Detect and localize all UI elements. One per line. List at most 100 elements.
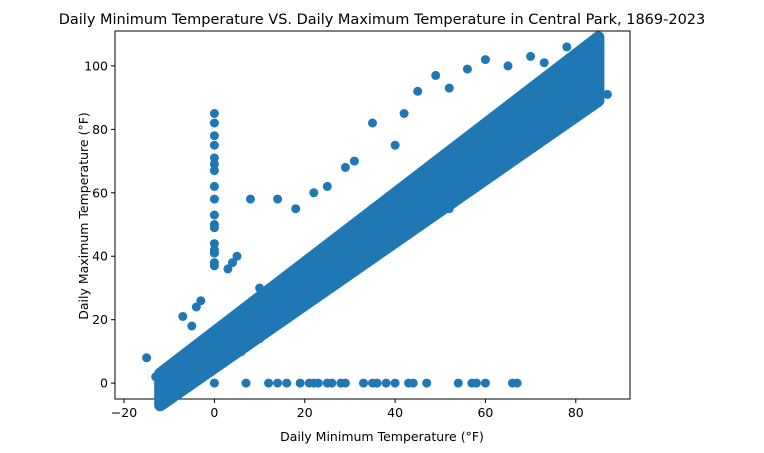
data-points xyxy=(142,42,612,388)
data-point xyxy=(431,70,441,80)
data-point xyxy=(336,270,346,280)
data-point xyxy=(295,378,305,388)
data-point xyxy=(273,194,283,204)
data-point xyxy=(209,194,219,204)
data-point xyxy=(218,353,228,363)
data-point xyxy=(182,353,192,363)
data-point xyxy=(444,204,454,214)
data-point xyxy=(209,153,219,163)
data-point xyxy=(232,251,242,261)
y-tick-label: 40 xyxy=(92,249,108,264)
x-tick-label: 20 xyxy=(297,405,313,420)
data-point xyxy=(255,334,265,344)
data-point xyxy=(209,248,219,258)
data-point xyxy=(223,264,233,274)
plot-area xyxy=(114,30,631,412)
data-point xyxy=(503,61,513,71)
data-point xyxy=(349,156,359,166)
data-point xyxy=(196,296,206,306)
data-point xyxy=(182,365,192,375)
data-point xyxy=(309,188,319,198)
data-point xyxy=(178,312,188,321)
data-point xyxy=(282,378,292,388)
data-point xyxy=(381,378,391,388)
y-axis-label: Daily Maximum Temperature (°F) xyxy=(76,112,91,320)
plot-frame xyxy=(114,30,631,400)
data-point xyxy=(480,55,490,65)
data-point xyxy=(322,181,332,191)
data-point xyxy=(309,293,319,302)
data-point xyxy=(255,283,265,293)
data-point xyxy=(422,378,432,388)
data-point xyxy=(390,378,400,388)
data-point xyxy=(191,302,201,312)
x-tick-label: 0 xyxy=(210,405,218,420)
data-point xyxy=(182,359,192,369)
data-point xyxy=(413,86,423,96)
x-tick-label: 40 xyxy=(387,405,403,420)
data-point xyxy=(209,131,219,141)
x-axis-label: Daily Minimum Temperature (°F) xyxy=(280,429,484,444)
data-point xyxy=(571,48,581,58)
dense-point-band xyxy=(154,31,605,412)
data-point xyxy=(539,58,549,68)
data-point xyxy=(480,378,490,388)
y-tick-label: 60 xyxy=(92,185,108,200)
data-point xyxy=(548,118,558,128)
data-point xyxy=(209,181,219,191)
data-point xyxy=(340,378,350,388)
data-point xyxy=(228,258,237,268)
data-point xyxy=(526,51,536,61)
data-point xyxy=(264,378,274,388)
data-point xyxy=(246,194,255,204)
data-point xyxy=(209,261,219,271)
data-point xyxy=(512,378,522,388)
data-point xyxy=(187,321,197,331)
data-point xyxy=(462,64,472,74)
x-tick-label: 80 xyxy=(568,405,584,420)
data-point xyxy=(282,312,292,321)
data-point xyxy=(562,42,572,52)
data-point xyxy=(209,378,219,388)
data-point xyxy=(241,378,251,388)
data-point xyxy=(209,118,219,128)
data-point xyxy=(209,159,219,169)
data-point xyxy=(209,109,219,118)
x-tick-label: −20 xyxy=(111,405,137,420)
data-point xyxy=(399,109,409,118)
data-point xyxy=(209,140,219,150)
data-point xyxy=(526,131,536,141)
data-point xyxy=(173,353,183,363)
data-point xyxy=(327,378,337,388)
data-point xyxy=(471,181,481,191)
data-point xyxy=(209,223,219,233)
dense-band-region xyxy=(154,31,605,412)
data-point xyxy=(593,83,603,93)
data-point xyxy=(390,239,400,249)
data-point xyxy=(209,166,219,176)
data-point xyxy=(453,378,463,388)
data-point xyxy=(151,372,161,382)
data-point xyxy=(359,378,368,388)
y-tick-label: 100 xyxy=(84,58,108,73)
data-point xyxy=(444,83,454,93)
data-point xyxy=(417,220,427,229)
y-tick-label: 80 xyxy=(92,122,108,137)
data-point xyxy=(390,140,400,150)
data-point xyxy=(313,378,323,388)
data-point xyxy=(273,378,283,388)
y-axis-ticks: 0 20 40 60 80 100 xyxy=(84,58,115,391)
data-point xyxy=(142,353,152,363)
data-point xyxy=(408,378,418,388)
y-tick-label: 20 xyxy=(92,312,108,327)
data-point xyxy=(368,118,377,128)
x-axis-ticks: −20 0 20 40 60 80 xyxy=(111,399,584,420)
data-point xyxy=(237,346,246,356)
data-point xyxy=(471,378,481,388)
chart-title: Daily Minimum Temperature VS. Daily Maxi… xyxy=(59,12,706,28)
x-tick-label: 60 xyxy=(477,405,493,420)
y-tick-label: 0 xyxy=(100,376,108,391)
data-point xyxy=(602,89,612,99)
data-point xyxy=(499,150,508,160)
